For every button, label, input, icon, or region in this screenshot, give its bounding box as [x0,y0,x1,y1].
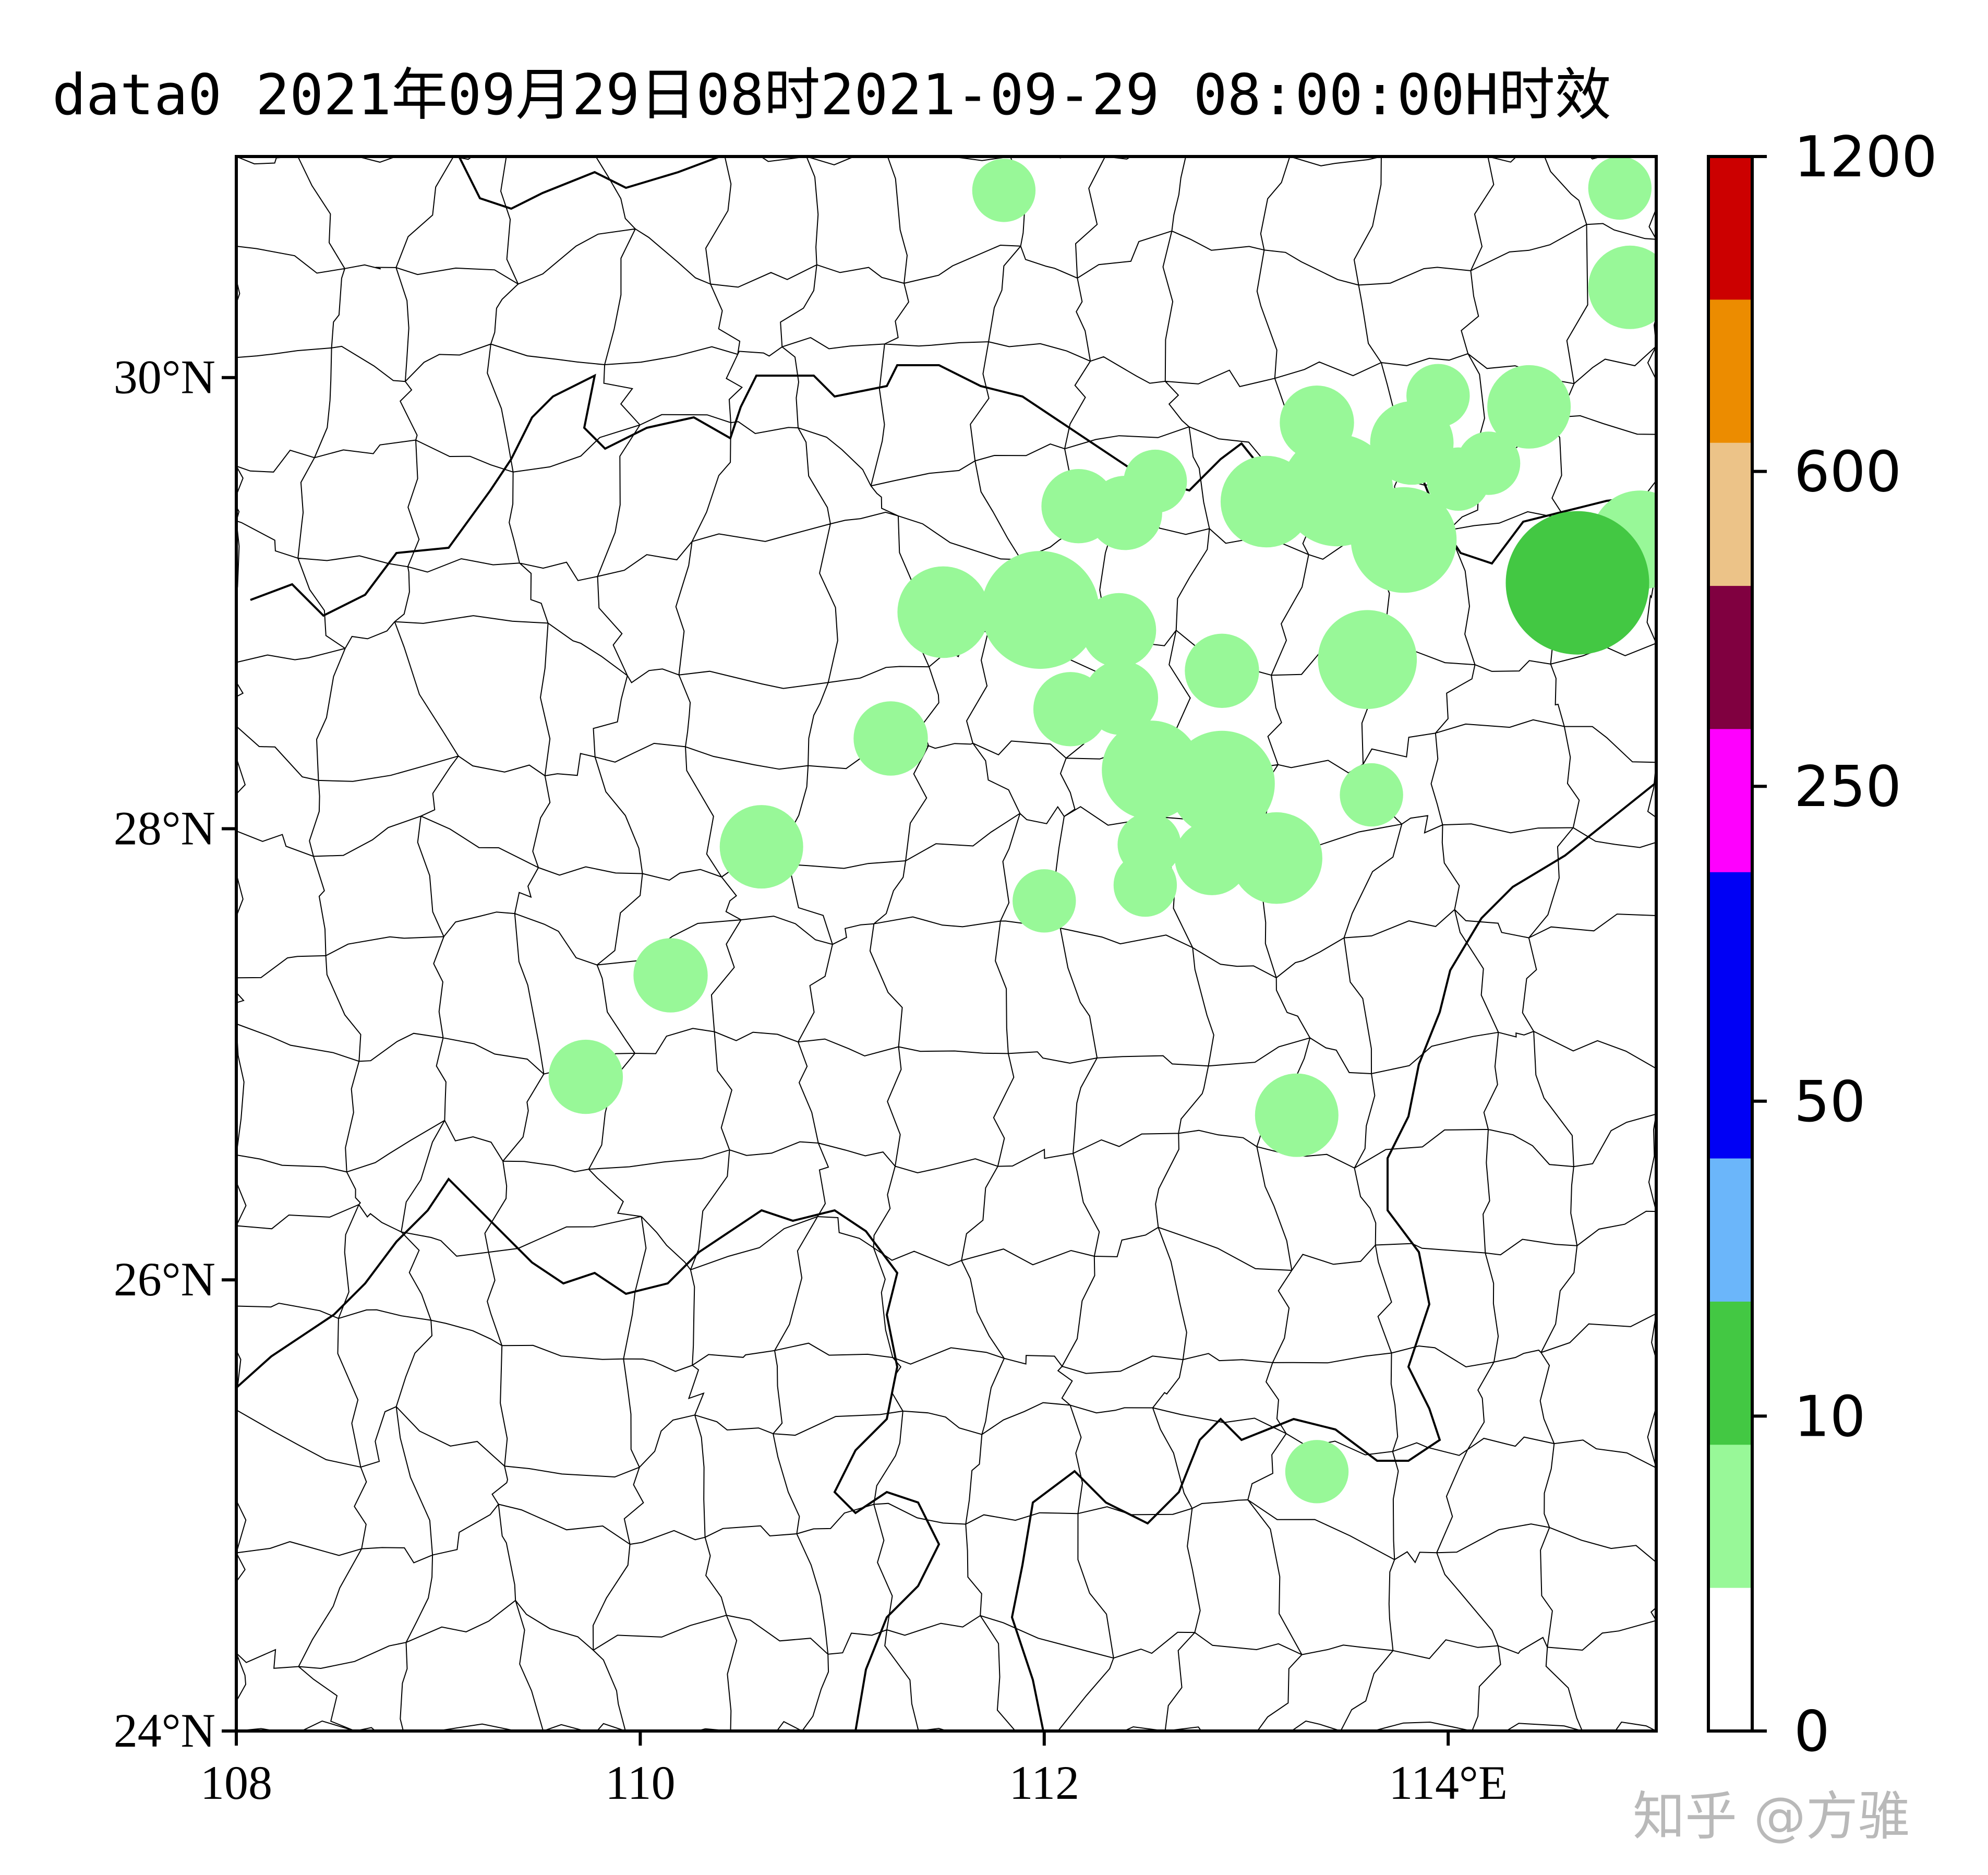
station-marker [972,159,1036,222]
colorbar-label: 10 [1794,1384,1865,1449]
station-marker [1588,245,1656,329]
station-marker [1340,763,1403,827]
station-marker [1505,511,1649,655]
lon-tick-label: 108 [200,1756,272,1809]
station-marker [1220,455,1312,548]
colorbar-frame [1707,155,1754,1733]
lon-tick-label: 112 [1009,1756,1079,1809]
lon-tick-label: 110 [605,1756,676,1809]
colorbar-segment [1708,872,1752,1016]
station-marker [633,938,708,1013]
station-marker [1285,1440,1349,1504]
colorbar-segment [1708,1445,1752,1589]
station-marker [853,701,928,776]
latitude-axis: 24°N 26°N 28°N 30°N [114,351,236,1757]
lat-tick-label: 24°N [114,1704,215,1757]
watermark: 知乎 @方骓 [1633,1786,1910,1847]
colorbar-label: 0 [1794,1699,1830,1764]
station-marker [1169,730,1275,837]
lat-tick-label: 28°N [114,801,215,855]
colorbar: 0 10 50 250 600 1200 [1707,125,1937,1764]
lat-tick-label: 30°N [114,351,215,404]
longitude-axis: 108 110 112 114°E [200,1731,1508,1809]
lon-tick-label: 114°E [1389,1756,1508,1809]
station-marker [981,551,1099,669]
colorbar-segment [1708,1301,1752,1446]
station-marker [1255,1073,1339,1157]
station-marker [548,1039,623,1114]
colorbar-segment [1708,586,1752,730]
map-frame [235,155,1658,1733]
colorbar-segment [1708,299,1752,443]
station-marker [719,805,803,889]
station-marker [1113,853,1177,917]
station-marker [1185,633,1259,708]
colorbar-segment [1708,729,1752,873]
colorbar-label: 600 [1794,440,1901,505]
lat-tick-label: 26°N [114,1253,215,1306]
station-marker [897,566,989,658]
province-boundary [236,157,1656,1731]
colorbar-label: 50 [1794,1069,1865,1135]
colorbar-segment [1708,157,1752,301]
station-marker [1426,447,1490,511]
station-marker [1231,812,1322,904]
station-marker [1318,610,1417,709]
chart-title: data0 2021年09月29日08时2021-09-29 08:00:00H… [52,63,1611,128]
colorbar-segment [1708,1158,1752,1302]
station-marker [1088,476,1162,550]
station-marker [1033,672,1108,747]
station-marker [1588,157,1652,220]
province-boundary-line [236,157,1656,1731]
station-marker [1487,365,1571,449]
colorbar-label: 250 [1794,754,1901,820]
colorbar-segment [1708,1588,1752,1732]
colorbar-segment [1708,442,1752,587]
station-marker [1351,487,1457,593]
station-marker [1013,869,1076,933]
station-marker [1081,593,1156,668]
station-marker [1175,821,1249,895]
colorbar-segment [1708,1015,1752,1159]
colorbar-label: 1200 [1794,125,1937,190]
station-markers [548,157,1656,1504]
